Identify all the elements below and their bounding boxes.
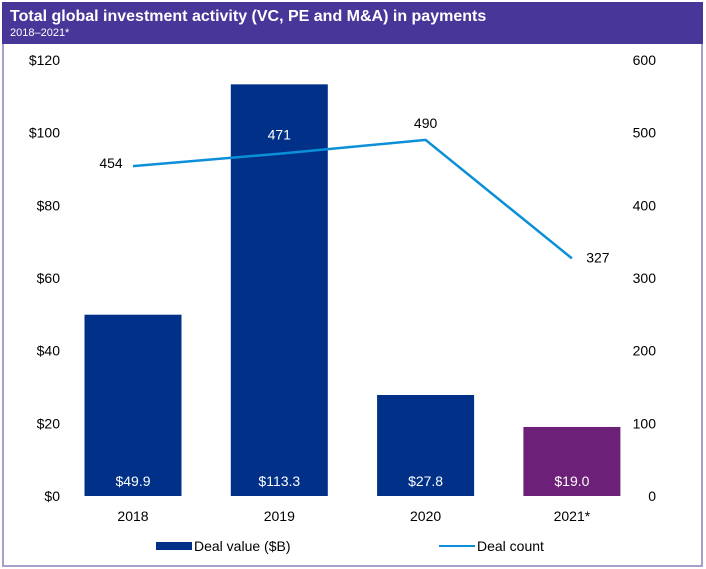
- bar-2021: [523, 426, 621, 496]
- right-axis-tick-label: 300: [633, 270, 657, 286]
- x-axis-category-label: 2020: [410, 508, 441, 524]
- left-axis-tick-label: $120: [29, 52, 60, 68]
- left-axis-tick-label: $80: [37, 197, 61, 213]
- right-axis-tick-label: 500: [633, 125, 657, 141]
- bar-value-label: $19.0: [554, 473, 589, 489]
- bar-value-label: $27.8: [408, 473, 443, 489]
- chart-subtitle: 2018–2021*: [10, 27, 70, 39]
- deal-count-label: 471: [268, 127, 292, 143]
- right-axis-tick-label: 0: [648, 488, 656, 504]
- bar-2020: [377, 394, 475, 496]
- x-axis-category-label: 2019: [264, 508, 295, 524]
- left-axis-tick-label: $0: [44, 488, 60, 504]
- chart-header: Total global investment activity (VC, PE…: [2, 2, 703, 44]
- legend-line-swatch: [439, 545, 475, 547]
- right-axis-tick-label: 100: [633, 415, 657, 431]
- deal-count-label: 490: [414, 115, 438, 131]
- deal-count-label: 454: [99, 155, 123, 171]
- bar-value-label: $113.3: [258, 473, 300, 489]
- right-axis-tick-label: 600: [633, 52, 657, 68]
- legend-label-deal-count: Deal count: [477, 538, 544, 554]
- legend-bar-swatch: [156, 542, 192, 550]
- bar-2019: [230, 84, 328, 497]
- bar-2018: [84, 314, 182, 496]
- x-axis-category-label: 2021*: [554, 508, 591, 524]
- deal-count-label: 327: [586, 249, 610, 265]
- left-axis-tick-label: $60: [37, 270, 61, 286]
- right-axis-tick-label: 200: [633, 343, 657, 359]
- right-axis-tick-label: 400: [633, 197, 657, 213]
- deal-count-line: [132, 138, 573, 260]
- left-axis-tick-label: $40: [37, 343, 61, 359]
- left-axis-tick-label: $100: [29, 125, 60, 141]
- legend-label-deal-value: Deal value ($B): [194, 538, 291, 554]
- x-axis-category-label: 2018: [117, 508, 148, 524]
- left-axis-tick-label: $20: [37, 415, 61, 431]
- legend-item-deal-value: Deal value ($B): [156, 538, 291, 554]
- bar-value-label: $49.9: [115, 473, 150, 489]
- legend-item-deal-count: Deal count: [439, 538, 544, 554]
- chart-title: Total global investment activity (VC, PE…: [10, 8, 487, 25]
